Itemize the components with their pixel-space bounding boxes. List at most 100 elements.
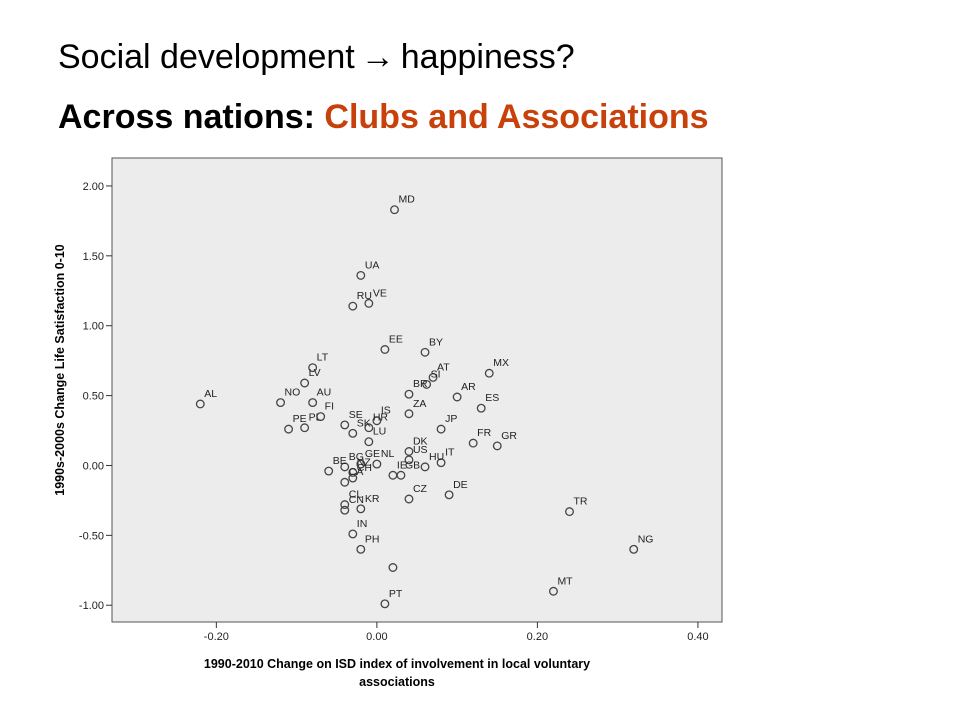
point-label: IE	[397, 459, 407, 471]
data-point	[452, 392, 462, 402]
data-point	[372, 459, 382, 469]
point-label: BR	[413, 378, 428, 390]
data-point	[340, 420, 350, 430]
point-label: AR	[461, 381, 476, 393]
point-label: NO	[285, 387, 301, 399]
point-label: SI	[431, 368, 441, 380]
data-point	[340, 477, 350, 487]
data-point	[340, 462, 350, 472]
point-label: CL	[349, 489, 363, 501]
point-label: LV	[309, 367, 321, 379]
data-point	[420, 462, 430, 472]
title-part1: Social development	[58, 38, 355, 76]
data-point	[316, 412, 326, 422]
data-point	[364, 423, 374, 433]
title-part2: happiness?	[400, 38, 575, 76]
data-point	[422, 379, 432, 389]
data-point	[404, 447, 414, 456]
subtitle-prefix: Across nations:	[58, 98, 315, 136]
point-label: IT	[445, 447, 455, 459]
data-point	[484, 368, 494, 378]
y-tick-label: -0.50	[79, 530, 104, 542]
point-label: DK	[413, 435, 428, 447]
data-point	[380, 599, 390, 609]
point-label: BE	[333, 455, 347, 467]
x-axis: -0.20 0.00 0.20 0.40	[204, 622, 709, 643]
data-point	[629, 544, 639, 554]
x-tick-label: -0.20	[204, 631, 229, 643]
data-point	[428, 372, 438, 382]
data-point	[404, 455, 414, 465]
data-point	[436, 424, 446, 434]
point-label: MT	[557, 575, 573, 587]
data-point	[420, 347, 430, 357]
data-point	[356, 504, 366, 514]
point-label: SK	[357, 417, 371, 429]
point-label: MX	[493, 357, 509, 369]
point-label: FR	[477, 427, 491, 439]
point-label: BY	[429, 336, 443, 348]
data-point	[565, 507, 574, 517]
point-label: SE	[349, 409, 363, 421]
point-label: NG	[638, 533, 654, 545]
data-point	[340, 505, 350, 515]
data-point	[348, 473, 358, 483]
point-label: GB	[405, 459, 420, 471]
point-label: CA	[349, 466, 364, 478]
point-label: UA	[365, 259, 380, 271]
subtitle-accent: Clubs and Associations	[324, 98, 709, 136]
data-point	[404, 389, 414, 399]
point-label: US	[413, 444, 428, 456]
point-label: VE	[373, 287, 387, 299]
point-label: PL	[309, 412, 322, 424]
point-label: BG	[349, 451, 364, 463]
point-label: PE	[293, 413, 307, 425]
point-label: CN	[349, 494, 364, 506]
data-point	[284, 424, 294, 434]
data-point	[348, 529, 358, 539]
arrow-right-icon: →	[360, 38, 395, 76]
data-point	[364, 298, 374, 308]
point-label: KR	[365, 493, 380, 505]
point-label: AL	[204, 388, 217, 400]
point-label: AT	[437, 361, 450, 373]
data-point	[300, 378, 310, 388]
x-axis-title-line2: associations	[359, 675, 435, 689]
point-label: IN	[357, 518, 368, 530]
x-tick-label: 0.40	[687, 631, 708, 643]
point-label: NL	[381, 448, 395, 460]
data-point	[388, 563, 398, 572]
point-label: GR	[501, 430, 517, 442]
point-label: ES	[485, 392, 499, 404]
point-label: PT	[389, 588, 403, 600]
y-tick-label: 0.00	[83, 460, 104, 472]
data-point	[348, 468, 358, 477]
point-label: ZA	[413, 398, 426, 410]
point-label: AU	[317, 387, 332, 399]
point-label: MD	[399, 194, 416, 206]
point-label: FI	[325, 401, 334, 413]
data-point	[372, 416, 382, 426]
data-point	[324, 466, 334, 476]
point-label: GE	[365, 448, 380, 460]
data-point	[380, 345, 390, 354]
data-point	[436, 458, 446, 468]
data-point	[308, 363, 318, 373]
point-label: NZ	[357, 456, 372, 468]
x-tick-label: 0.20	[527, 631, 548, 643]
point-label: PH	[365, 533, 380, 545]
point-label: RU	[357, 290, 372, 302]
point-label: LT	[317, 352, 329, 364]
slide-subtitle: Across nations: Clubs and Associations	[58, 98, 709, 137]
data-point	[356, 270, 366, 280]
y-tick-label: 1.50	[83, 251, 104, 263]
data-point	[404, 409, 414, 419]
y-axis: 2.00 1.50 1.00 0.50 0.00 -0.50 -1.00	[79, 181, 112, 612]
y-tick-label: 0.50	[83, 391, 104, 403]
data-point	[548, 586, 558, 596]
data-point	[300, 423, 310, 433]
point-label: IS	[381, 405, 391, 417]
data-point	[308, 398, 318, 408]
data-point	[404, 494, 414, 504]
